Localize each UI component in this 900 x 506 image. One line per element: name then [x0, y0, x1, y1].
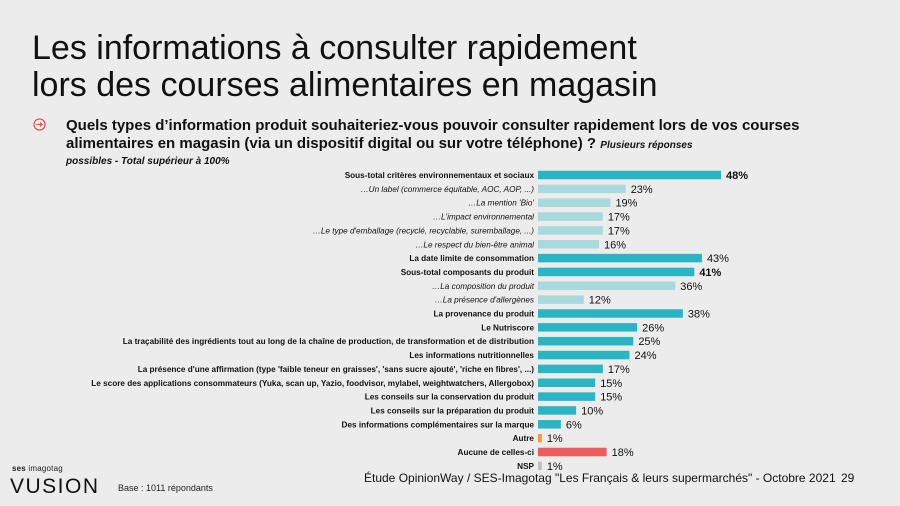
bar [538, 170, 721, 180]
category-label: …Un label (commerce équitable, AOC, AOP,… [360, 185, 534, 194]
bar [538, 378, 596, 387]
category-label: …La mention 'Bio' [468, 199, 534, 208]
value-label: 41% [699, 267, 721, 279]
value-label: 43% [707, 253, 729, 265]
bar [538, 295, 584, 304]
value-label: 10% [581, 405, 603, 417]
survey-question: Quels types d’information produit souhai… [66, 117, 866, 168]
bar [538, 240, 599, 249]
category-label: La traçabilité des ingrédients tout au l… [123, 337, 534, 346]
bar [538, 198, 611, 207]
value-label: 18% [612, 447, 634, 459]
category-label: Le score des applications consommateurs … [91, 379, 534, 388]
bar [538, 461, 542, 471]
question-text: Quels types d’information produit souhai… [66, 117, 800, 152]
bar [538, 406, 577, 415]
category-label: Des informations complémentaires sur la … [342, 420, 535, 429]
category-label: Aucune de celles-ci [458, 448, 534, 457]
bar [538, 184, 626, 194]
value-label: 17% [608, 212, 630, 224]
value-label: 15% [600, 378, 622, 390]
value-label: 12% [589, 295, 611, 307]
value-label: 24% [635, 350, 657, 362]
value-label: 17% [608, 225, 630, 237]
bar [538, 253, 702, 263]
category-label: La date limite de consommation [409, 254, 534, 263]
category-label: Autre [513, 434, 535, 443]
logo-imagotag-text: imagotag [25, 464, 63, 473]
bar [538, 323, 638, 332]
slide-title-line-1: Les informations à consulter rapidement [32, 29, 637, 67]
value-label: 36% [680, 281, 702, 293]
bar [538, 433, 542, 443]
arrow-circle-icon [33, 118, 46, 131]
vusion-logo: VUSION [10, 475, 100, 498]
category-label: Le Nutriscore [481, 323, 534, 332]
bar [538, 212, 603, 221]
value-label: 19% [615, 198, 637, 210]
bar [538, 420, 561, 429]
slide-title-line-2: lors des courses alimentaires en magasin [32, 66, 658, 104]
source-note: Étude OpinionWay / SES-Imagotag "Les Fra… [364, 471, 836, 485]
slide-title: Les informations à consulter rapidement … [32, 30, 872, 104]
bar [538, 447, 607, 457]
category-label: NSP [517, 462, 534, 471]
bar [538, 336, 634, 346]
category-label: …Le respect du bien-être animal [415, 240, 534, 249]
logo-ses-text: ses [12, 464, 26, 473]
question-note: Plusieurs réponses [600, 140, 693, 151]
category-label: Les conseils sur la conservation du prod… [365, 393, 535, 402]
bar [538, 350, 630, 360]
value-label: 48% [726, 170, 748, 182]
category-label: La présence d'une affirmation (type 'fai… [138, 365, 535, 374]
value-label: 38% [688, 309, 710, 321]
value-label: 1% [547, 461, 563, 473]
value-label: 15% [600, 392, 622, 404]
value-label: 6% [566, 419, 582, 431]
base-note: Base : 1011 répondants [118, 483, 213, 493]
category-label: Sous-total critères environnementaux et … [345, 171, 535, 180]
category-label: Les conseils sur la préparation du produ… [371, 406, 535, 415]
category-label: …La présence d'allergènes [435, 296, 534, 305]
value-label: 23% [631, 184, 653, 196]
bar [538, 281, 676, 291]
bar [538, 392, 596, 401]
value-label: 26% [642, 322, 664, 334]
page-number: 29 [841, 471, 855, 485]
category-label: …Le type d'emballage (recyclé, recyclabl… [313, 226, 535, 235]
ses-imagotag-logo: ses imagotag [12, 464, 63, 473]
bar [538, 226, 603, 235]
category-label: Les informations nutritionnelles [409, 351, 534, 360]
category-label: La provenance du produit [433, 310, 534, 319]
bar [538, 309, 683, 318]
bar [538, 364, 603, 374]
bar [538, 267, 695, 277]
value-label: 16% [604, 239, 626, 251]
value-label: 17% [608, 364, 630, 376]
category-label: …La composition du produit [432, 282, 535, 291]
category-label: …L'impact environnemental [433, 213, 534, 222]
value-label: 25% [638, 336, 660, 348]
value-label: 1% [547, 433, 563, 445]
category-label: Sous-total composants du produit [401, 268, 535, 277]
question-sub-note: possibles - Total supérieur à 100% [66, 156, 230, 167]
